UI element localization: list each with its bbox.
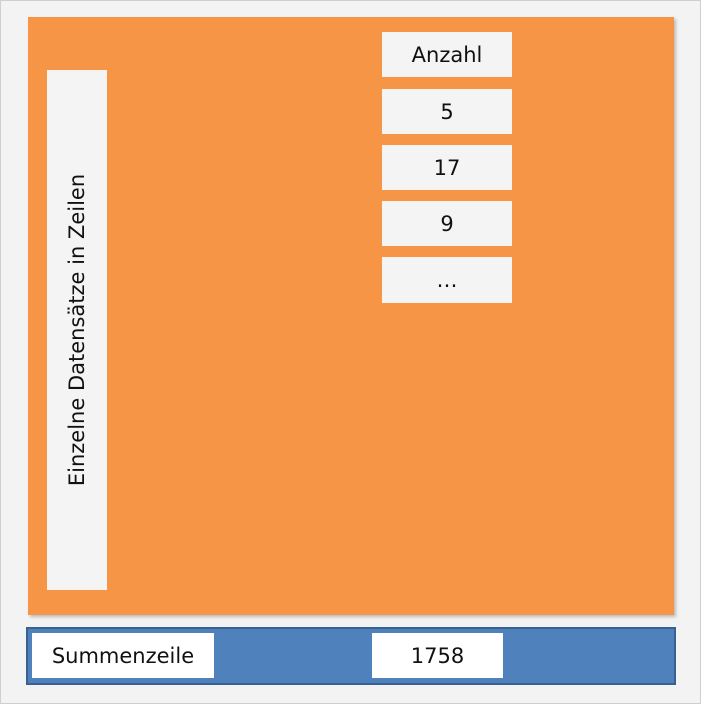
column-header: Anzahl [382,32,512,77]
column-cell: 5 [382,89,512,134]
summary-value: 1758 [372,633,503,678]
column-cell: 9 [382,201,512,246]
rows-label-box: Einzelne Datensätze in Zeilen [47,70,107,590]
column-cell: 17 [382,145,512,190]
rows-label: Einzelne Datensätze in Zeilen [65,173,90,487]
records-panel [28,17,674,615]
summary-label: Summenzeile [32,633,214,678]
column-cell: … [382,257,512,303]
